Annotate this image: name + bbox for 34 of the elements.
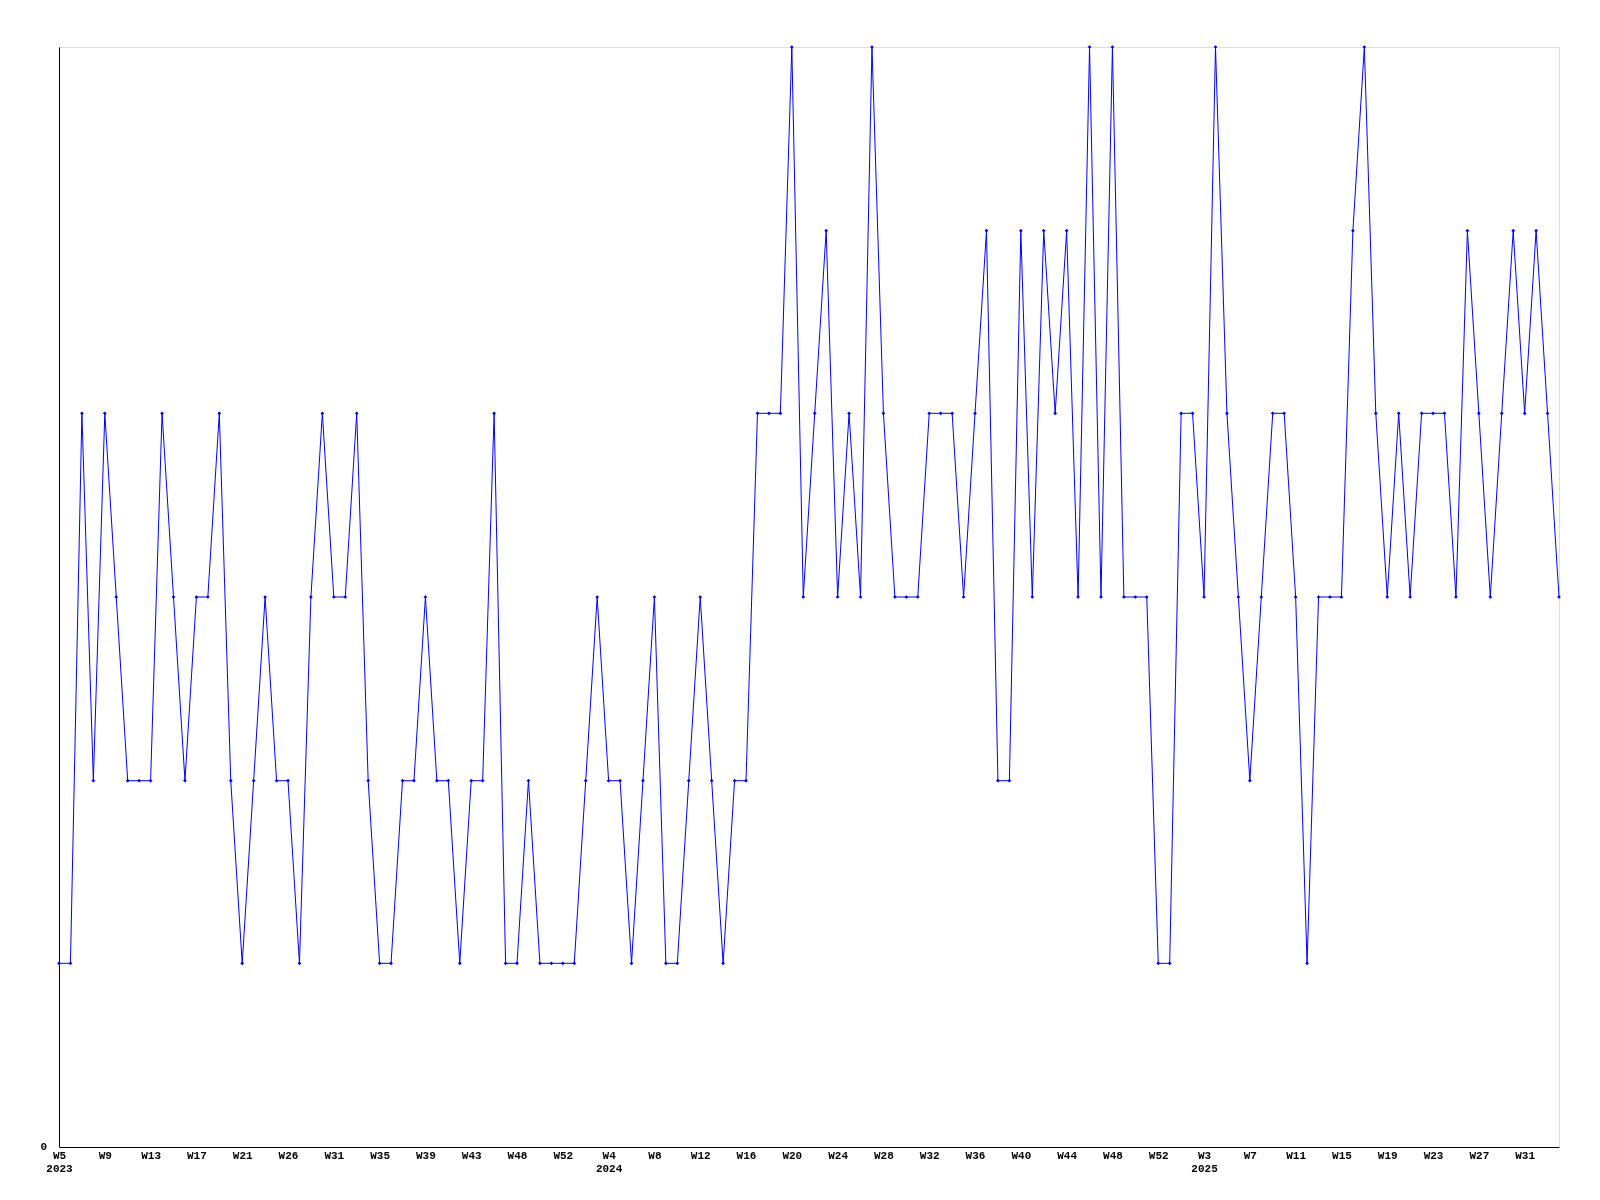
- x-tick-label: W15: [1332, 1149, 1353, 1162]
- x-tick-label: W26: [278, 1149, 299, 1162]
- x-tick-label: W7: [1243, 1149, 1257, 1162]
- x-tick-label: W39: [416, 1149, 436, 1162]
- x-tick-label: W17: [187, 1149, 207, 1162]
- x-tick-label: W31: [1515, 1149, 1536, 1162]
- x-tick-label: W48: [507, 1149, 528, 1162]
- x-tick-label: W31: [324, 1149, 345, 1162]
- x-tick-label: W21: [232, 1149, 253, 1162]
- x-tick-label: W11: [1286, 1149, 1307, 1162]
- x-tick-label: W32: [919, 1149, 940, 1162]
- x-tick-label: W3 2025: [1191, 1149, 1219, 1175]
- x-tick-label: W43: [461, 1149, 483, 1162]
- x-tick-label: W35: [370, 1149, 391, 1162]
- x-tick-label: W12: [690, 1149, 711, 1162]
- x-tick-label: W48: [1103, 1149, 1124, 1162]
- text: 0: [40, 1141, 47, 1153]
- x-tick-label: W13: [141, 1149, 162, 1162]
- x-tick-label: W9: [98, 1149, 112, 1162]
- x-tick-label: W44: [1057, 1149, 1078, 1162]
- x-tick-label: W19: [1377, 1149, 1398, 1162]
- x-tick-label: W28: [874, 1149, 895, 1162]
- x-tick-label: W24: [828, 1149, 849, 1162]
- x-tick-label: W52: [1148, 1149, 1169, 1162]
- x-tick-label: W27: [1469, 1149, 1490, 1162]
- x-tick-label: W16: [736, 1149, 757, 1162]
- x-tick-label: W4 2024: [595, 1149, 623, 1175]
- x-tick-label: W36: [965, 1149, 986, 1162]
- x-tick-label: W52: [553, 1149, 574, 1162]
- x-tick-label: W20: [782, 1149, 803, 1162]
- x-tick-label: W40: [1011, 1149, 1032, 1162]
- x-tick-label: W5 2023: [46, 1149, 74, 1175]
- x-tick-label: W23: [1423, 1149, 1444, 1162]
- x-tick-label: W8: [648, 1149, 662, 1162]
